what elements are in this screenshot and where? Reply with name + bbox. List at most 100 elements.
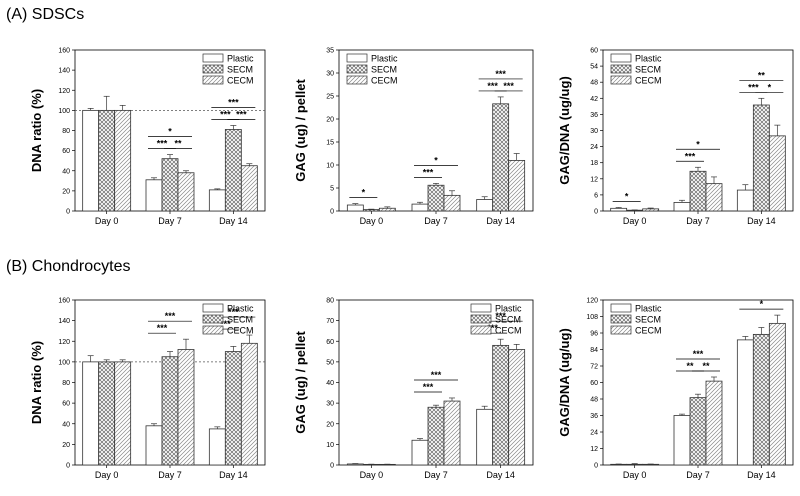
chart-1-y-axis-label: DNA ratio (%) (29, 89, 44, 172)
chart-6-ytick-label: 48 (590, 397, 598, 404)
chart-1-legend-label-secm: SECM (227, 65, 253, 75)
chart-2-legend-label-secm: SECM (371, 65, 397, 75)
chart-6-bar-secm (626, 463, 644, 466)
chart-3-significance-label: *** (685, 151, 696, 161)
chart-4-bar-secm (98, 361, 116, 466)
chart-4-significance-label: *** (228, 307, 239, 317)
chart-1-legend-label-plastic: Plastic (227, 54, 254, 64)
chart-5-legend-swatch-cecm (470, 325, 492, 335)
chart-3-category-label: Day 0 (623, 216, 647, 226)
chart-5-legend-label-cecm: CECM (495, 326, 522, 336)
chart-6-ytick-label: 108 (586, 314, 598, 321)
chart-6-ytick-label: 84 (590, 347, 598, 354)
chart-5-significance-label: *** (487, 323, 498, 333)
chart-3-significance-label: * (625, 192, 629, 202)
chart-2-ytick-label: 15 (326, 140, 334, 147)
chart-1-legend-label-cecm: CECM (227, 76, 254, 86)
chart-6-ytick-label: 96 (590, 331, 598, 338)
chart-4-legend-label-secm: SECM (227, 315, 253, 325)
chart-3-significance-label: *** (748, 82, 759, 92)
chart-5-ytick-label: 30 (326, 401, 334, 408)
chart-5-ytick-label: 70 (326, 318, 334, 325)
chart-3-legend-label-cecm: CECM (635, 76, 662, 86)
chart-6-significance-label: *** (693, 349, 704, 359)
chart-1-bar-secm (161, 158, 179, 212)
chart-4-legend-swatch-cecm (202, 325, 224, 335)
chart-6-bar-cecm (705, 380, 723, 466)
chart-4-ytick-label: 80 (62, 380, 70, 387)
chart-1-significance-label: *** (220, 109, 231, 119)
chart-5-y-axis-label: GAG (ug) / pellet (293, 331, 308, 434)
chart-6-category-label: Day 0 (623, 470, 647, 480)
chart-3-ytick-label: 6 (594, 192, 598, 199)
chart-1-ytick-label: 20 (62, 188, 70, 195)
chart-5-ytick-label: 40 (326, 380, 334, 387)
chart-5-bar-plastic (411, 439, 429, 466)
chart-2-significance-label: *** (503, 81, 514, 91)
chart-3-legend-swatch-secm (610, 64, 632, 74)
chart-2-ytick-label: 35 (326, 48, 334, 55)
chart-3-bar-secm (752, 104, 770, 212)
chart-1-bar-plastic (145, 179, 163, 212)
chart-6-ytick-label: 36 (590, 413, 598, 420)
chart-6-bar-cecm (768, 322, 786, 466)
chart-2-bar-secm (492, 103, 510, 212)
chart-1-ytick-label: 40 (62, 168, 70, 175)
chart-4-significance-label: *** (220, 319, 231, 329)
chart-4-bar-cecm (240, 342, 258, 466)
chart-6-legend-swatch-secm (610, 314, 632, 324)
chart-3-bar-cecm (705, 183, 723, 212)
chart-2-y-axis-label: GAG (ug) / pellet (293, 79, 308, 182)
chart-4-legend-label-plastic: Plastic (227, 304, 254, 314)
chart-4-category-label: Day 0 (95, 470, 119, 480)
chart-1-legend-swatch-secm (202, 64, 224, 74)
chart-4-bar-plastic (82, 361, 100, 466)
chart-2-category-label: Day 14 (486, 216, 515, 226)
chart-5-ytick-label: 80 (326, 298, 334, 305)
chart-1-bar-plastic (208, 189, 226, 212)
chart-3-bar-secm (626, 209, 644, 212)
chart-2-bar-secm (427, 184, 445, 212)
chart-6-legend-label-cecm: CECM (635, 326, 662, 336)
chart-1-ytick-label: 140 (58, 68, 70, 75)
chart-5-bar-cecm (443, 400, 461, 466)
chart-5-category-label: Day 7 (424, 470, 448, 480)
chart-4-bar-plastic (208, 428, 226, 466)
chart-1-significance-label: ** (174, 139, 182, 149)
chart-6-y-axis-label: GAG/DNA (ug/ug) (557, 328, 572, 437)
chart-3-category-label: Day 7 (686, 216, 710, 226)
chart-5-significance-label: *** (431, 370, 442, 380)
chart-5-ytick-label: 60 (326, 339, 334, 346)
chart-6-ytick-label: 120 (586, 298, 598, 305)
chart-1-significance-label: *** (157, 139, 168, 149)
chart-1-ytick-label: 120 (58, 88, 70, 95)
chart-2-legend-swatch-plastic (346, 53, 368, 63)
chart-2-ytick-label: 5 (330, 186, 334, 193)
chart-6-significance-label: ** (702, 361, 710, 371)
chart-6-ytick-label: 0 (594, 463, 598, 470)
chart-1-significance-label: *** (236, 109, 247, 119)
chart-3-ytick-label: 36 (590, 112, 598, 119)
chart-4-bar-plastic (145, 425, 163, 466)
chart-3-significance-label: * (696, 139, 700, 149)
chart-6-legend-label-plastic: Plastic (635, 304, 662, 314)
chart-6-legend-label-secm: SECM (635, 315, 661, 325)
chart-2-bar-plastic (346, 204, 364, 212)
chart-6-category-label: Day 14 (747, 470, 776, 480)
chart-5-ytick-label: 20 (326, 421, 334, 428)
chart-2-bar-cecm (378, 207, 396, 212)
chart-1-bar-cecm (177, 172, 195, 212)
chart-3-significance-label: * (768, 82, 772, 92)
chart-5-legend-swatch-plastic (470, 303, 492, 313)
chart-5-significance-label: *** (495, 311, 506, 321)
chart-6-bar-plastic (673, 415, 691, 466)
chart-1-significance-label: * (168, 127, 172, 137)
chart-2-bar-secm (362, 209, 380, 212)
chart-2-category-label: Day 7 (424, 216, 448, 226)
chart-2-ytick-label: 25 (326, 94, 334, 101)
chart-3-ytick-label: 0 (594, 209, 598, 216)
chart-3-ytick-label: 24 (590, 144, 598, 151)
chart-6-ytick-label: 12 (590, 446, 598, 453)
chart-2-significance-label: * (362, 188, 366, 198)
